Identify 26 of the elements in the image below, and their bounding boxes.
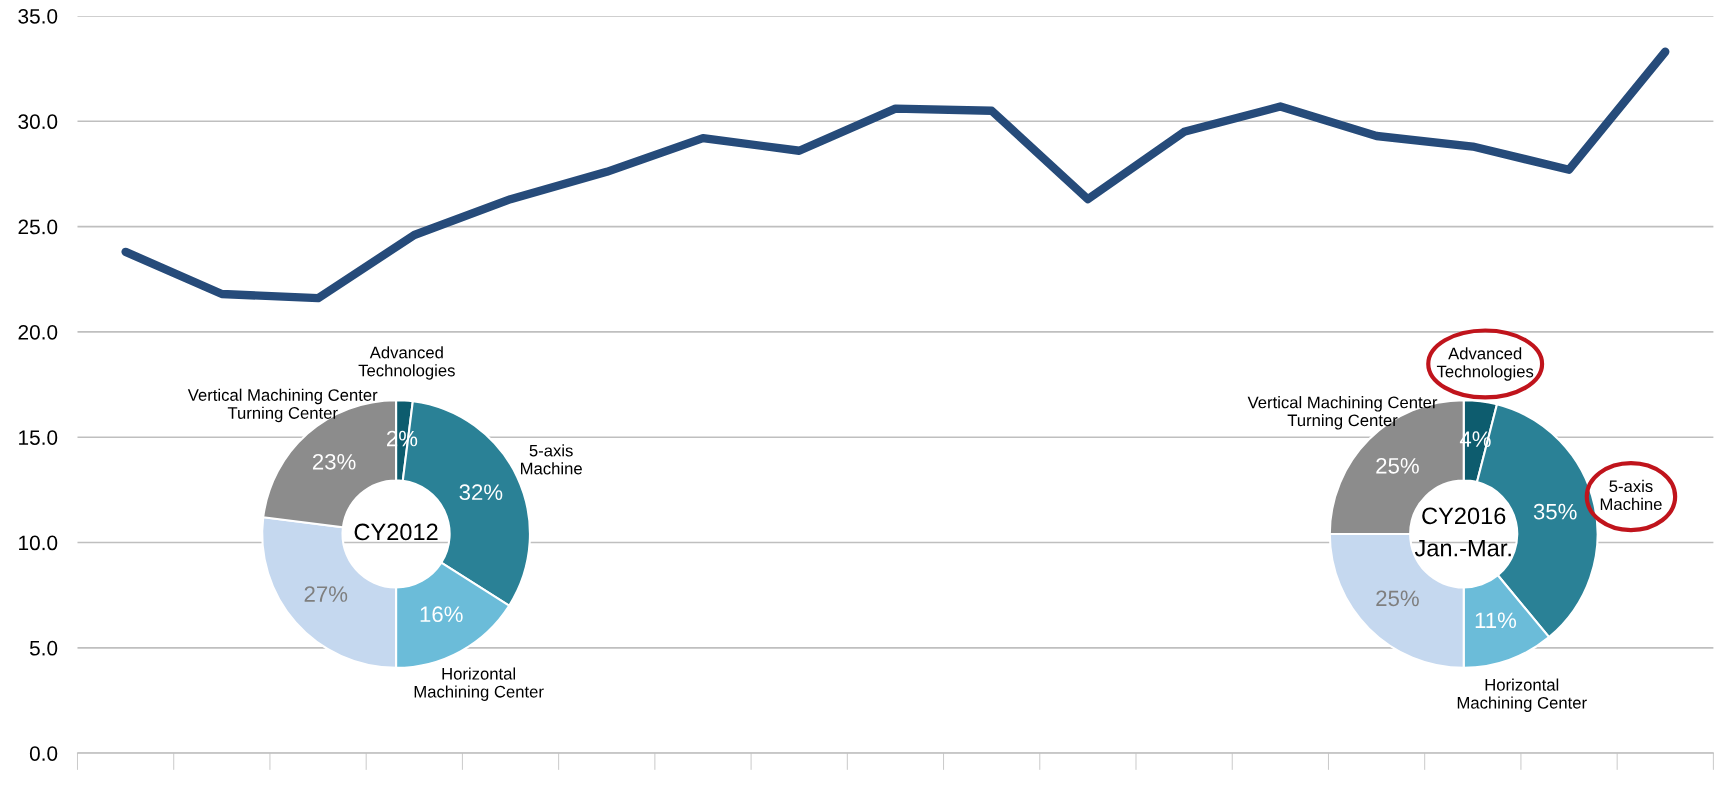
data-label: 23%	[312, 453, 356, 470]
slice-label: 5-axis Machine	[521, 444, 582, 475]
slice-label: Horizontal Machining Center	[414, 667, 544, 701]
y-tick-label: 25.0	[18, 219, 58, 235]
slice-label: Vertical Machining Center Turning Center	[187, 388, 378, 423]
y-tick-label: 5.0	[29, 640, 58, 656]
data-label: 27%	[304, 586, 348, 602]
y-tick-label: 35.0	[18, 8, 58, 24]
y-tick-label: 15.0	[19, 430, 58, 445]
data-label: 35%	[1533, 503, 1577, 520]
slice-label: 5-axis Machine	[1600, 479, 1662, 511]
y-tick-label: 20.0	[18, 324, 58, 340]
text: CY2016 Jan.-Mar.	[1414, 507, 1511, 557]
y-tick-label: 30.0	[18, 114, 58, 130]
data-label: 16%	[420, 606, 463, 623]
y-tick-label: 10.0	[19, 535, 58, 551]
data-label: 11%	[1475, 612, 1517, 629]
y-tick-label: 0.0	[29, 746, 58, 761]
slice-label: Vertical Machining Center Turning Center	[1247, 396, 1438, 430]
data-label: 25%	[1376, 457, 1419, 474]
data-label: 32%	[459, 484, 503, 501]
data-label: 25%	[1376, 590, 1419, 607]
slice-label: Horizontal Machining Center	[1457, 678, 1587, 712]
slice-label: Advanced Technologies	[358, 346, 455, 380]
slice-label: Advanced Technologies	[1436, 347, 1534, 381]
text: CY2012	[354, 523, 438, 541]
